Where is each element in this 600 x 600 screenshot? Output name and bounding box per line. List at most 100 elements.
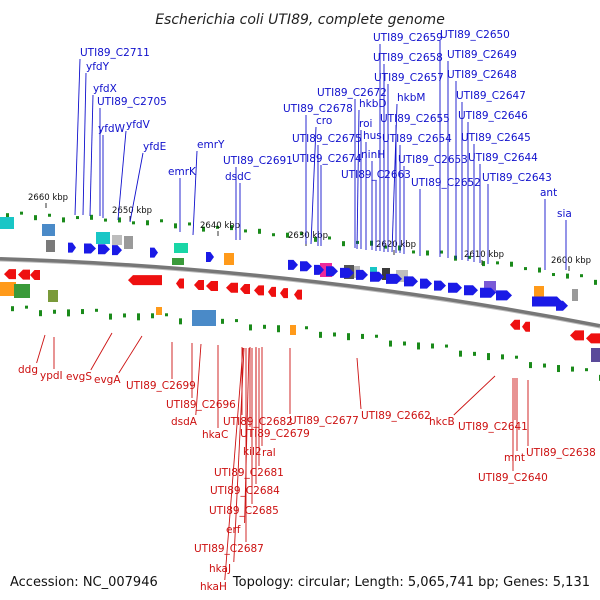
reverse-gene-arrow: [226, 282, 238, 293]
gc-mark-outer: [370, 240, 373, 246]
bottom-gene-label: UTI89_C2682: [223, 416, 293, 428]
forward-gene-arrow: [404, 276, 418, 287]
top-gene-label: UTI89_C2649: [447, 49, 517, 61]
bottom-gene-label: UTI89_C2641: [458, 421, 528, 433]
bottom-gene-label: UTI89_C2640: [478, 472, 548, 484]
feature-block: [14, 284, 30, 298]
feature-block: [290, 325, 296, 335]
top-gene-label: UTI89_C2657: [374, 72, 444, 84]
top-gene-label: UTI89_C2652: [411, 177, 481, 189]
forward-gene-arrow: [480, 287, 496, 298]
gc-mark-outer: [300, 232, 303, 236]
gc-mark-outer: [342, 241, 345, 247]
kbp-tick-label: 2630 kbp: [288, 231, 328, 241]
gc-mark-inner: [67, 309, 70, 317]
gc-mark-inner: [25, 305, 28, 309]
gc-mark-outer: [202, 226, 205, 232]
gc-mark-inner: [165, 313, 168, 317]
gc-mark-inner: [375, 334, 378, 338]
top-gene-label: UTI89_C2655: [380, 113, 450, 125]
top-gene-label: UTI89_C2643: [482, 172, 552, 184]
gc-mark-outer: [216, 225, 219, 229]
top-gene-label: cro: [316, 115, 332, 127]
top-gene-label: emrK: [168, 166, 197, 178]
feature-block: [0, 217, 14, 229]
gc-mark-inner: [277, 325, 280, 333]
forward-gene-arrow: [84, 243, 96, 254]
top-gene-label: sia: [557, 208, 572, 220]
bottom-gene-label: UTI89_C2684: [210, 485, 280, 497]
feature-block: [172, 258, 184, 265]
gc-mark-outer: [258, 228, 261, 234]
reverse-gene-arrow: [206, 280, 218, 291]
gc-mark-outer: [118, 217, 121, 223]
gc-mark-outer: [132, 221, 135, 225]
top-gene-label: UTI89_C2711: [80, 47, 150, 59]
top-gene-label: emrY: [197, 139, 225, 151]
gc-mark-outer: [482, 261, 485, 267]
gc-mark-outer: [286, 232, 289, 238]
reverse-gene-arrow: [240, 284, 250, 295]
genome-backbone: [0, 257, 600, 328]
top-label-leader: [356, 109, 360, 250]
top-gene-label: dsdC: [225, 171, 251, 183]
gc-mark-inner: [501, 354, 504, 360]
top-gene-label: yfdY: [86, 61, 110, 73]
gc-mark-outer: [384, 245, 387, 249]
gc-mark-inner: [515, 355, 518, 359]
gc-mark-inner: [487, 353, 490, 361]
top-gene-label: UTI89_C2647: [456, 90, 526, 102]
gc-mark-outer: [34, 215, 37, 221]
feature-block: [112, 235, 122, 245]
gc-mark-outer: [314, 236, 317, 242]
bottom-gene-label: UTI89_C2677: [289, 415, 359, 427]
bottom-gene-label: ddg: [18, 364, 38, 376]
top-gene-label: UTI89_C2645: [461, 132, 531, 144]
forward-gene-arrow: [98, 244, 110, 255]
bottom-gene-label: hkaJ: [209, 563, 231, 575]
gc-mark-inner: [109, 313, 112, 320]
gc-mark-outer: [90, 214, 93, 220]
top-gene-label: ant: [540, 187, 557, 199]
gene-track: [4, 242, 600, 344]
feature-block: [124, 236, 133, 249]
top-gene-label: roi: [359, 118, 372, 130]
top-gene-label: UTI89_C2648: [447, 69, 517, 81]
feature-block: [42, 224, 55, 236]
feature-block: [0, 282, 16, 296]
reverse-gene-arrow: [570, 330, 584, 341]
gc-mark-inner: [81, 309, 84, 315]
gc-mark-inner: [305, 326, 308, 330]
reverse-gene-arrow: [4, 269, 16, 280]
top-gene-label: yfdV: [126, 119, 151, 131]
gc-mark-inner: [11, 306, 14, 312]
forward-gene-arrow: [448, 282, 462, 293]
forward-gene-arrow: [386, 273, 402, 284]
bottom-gene-label: hkcB: [429, 416, 455, 428]
top-gene-label: yfdX: [93, 83, 117, 95]
reverse-gene-arrow: [128, 275, 162, 286]
gc-mark-inner: [319, 331, 322, 338]
top-gene-label: UTI89_C2658: [373, 52, 443, 64]
bottom-label-leader: [118, 335, 143, 374]
gc-mark-outer: [62, 217, 65, 223]
gc-mark-outer: [104, 218, 107, 222]
forward-gene-arrow: [556, 300, 568, 311]
top-gene-label: UTI89_C2675: [292, 133, 362, 145]
forward-gene-arrow: [370, 271, 384, 282]
top-label-leader: [117, 130, 127, 221]
reverse-gene-arrow: [510, 319, 520, 330]
bottom-label-leader: [356, 357, 362, 410]
top-label-leader: [310, 126, 317, 245]
forward-gene-arrow: [420, 278, 432, 289]
top-gene-label: UTI89_C2663: [341, 169, 411, 181]
gc-mark-inner: [557, 365, 560, 373]
top-gene-label: UTI89_C2705: [97, 96, 167, 108]
top-label-leader: [192, 150, 198, 236]
bottom-label-leader: [224, 347, 244, 581]
bottom-gene-label: UTI89_C2662: [361, 410, 431, 422]
kbp-tick-label: 2610 kbp: [464, 250, 504, 260]
